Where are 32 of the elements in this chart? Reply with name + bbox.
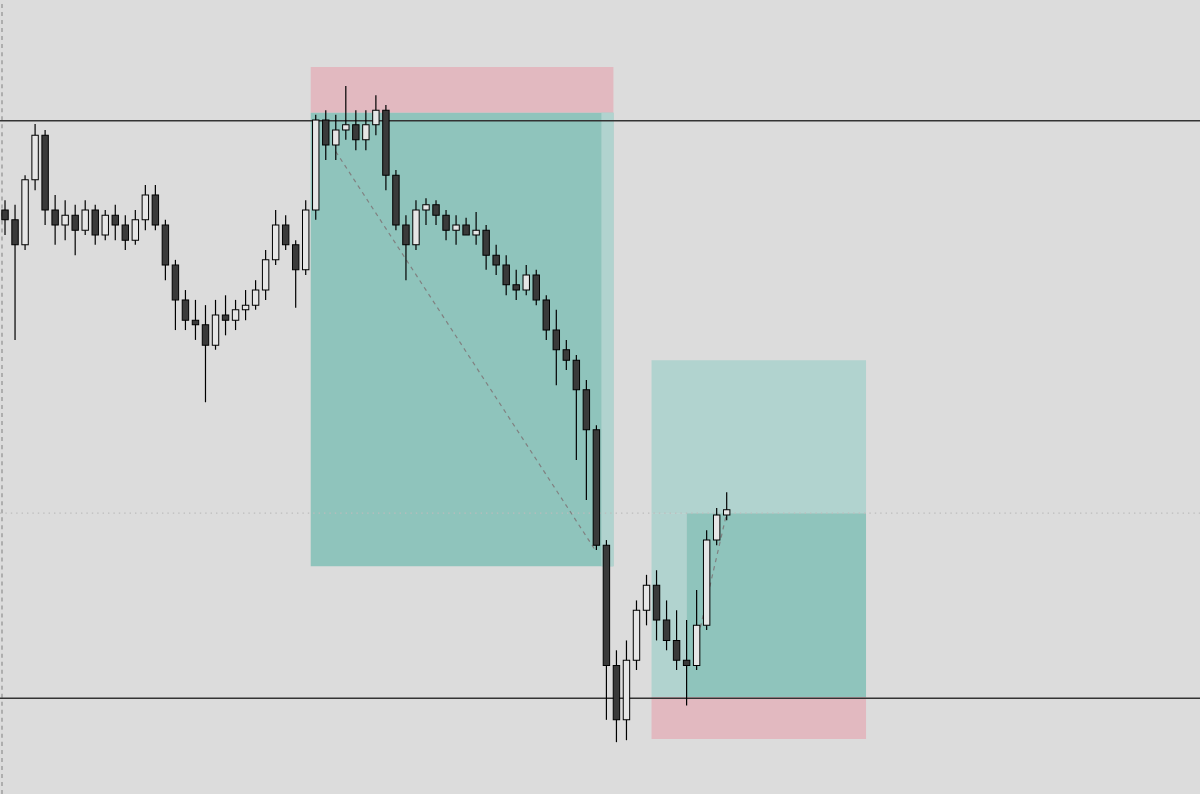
- candlestick: [241, 289, 250, 322]
- candlestick: [452, 214, 460, 246]
- candlestick: [522, 264, 530, 297]
- candlestick: [281, 214, 290, 251]
- candlestick: [372, 94, 380, 137]
- candlestick: [362, 109, 370, 152]
- candlestick: [472, 211, 480, 246]
- candlestick: [221, 294, 230, 337]
- candlestick: [422, 197, 430, 226]
- candlestick: [101, 209, 109, 242]
- candlestick: [672, 609, 681, 671]
- candlestick: [251, 279, 260, 311]
- candlestick: [71, 204, 79, 257]
- candlestick: [492, 244, 500, 276]
- candlestick: [562, 339, 571, 371]
- candlestick: [61, 199, 69, 242]
- candlestick: [231, 299, 240, 331]
- candlestick: [432, 199, 440, 226]
- candlestick: [342, 85, 350, 141]
- candlestick: [121, 214, 130, 251]
- candlestick: [111, 204, 119, 242]
- candlestick: [722, 491, 731, 522]
- candlestick: [512, 269, 520, 301]
- candlestick: [442, 209, 450, 242]
- candlestick: [51, 194, 59, 246]
- candlestick: [662, 600, 671, 652]
- candlestick: [552, 309, 561, 387]
- candlestick: [131, 209, 140, 246]
- candlestick: [502, 254, 510, 297]
- candlestick: [201, 304, 210, 404]
- candlestick: [181, 289, 190, 331]
- candlestick: [81, 199, 89, 236]
